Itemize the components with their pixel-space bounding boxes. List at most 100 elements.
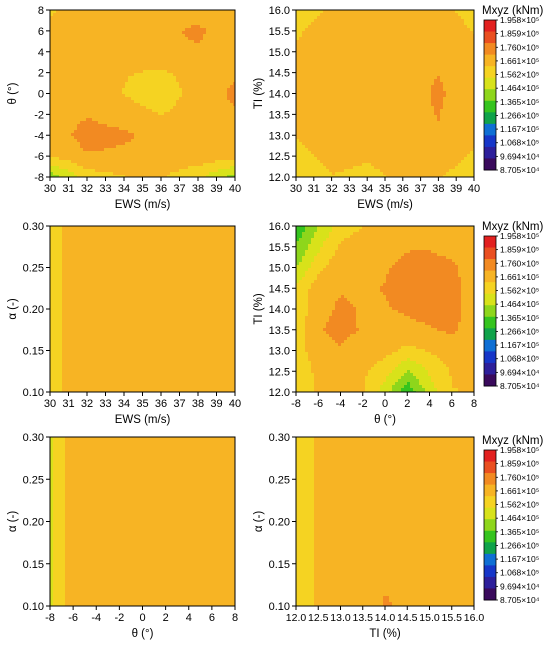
contour-cell: [95, 151, 98, 154]
contour-cell: [185, 154, 188, 157]
contour-cell: [344, 46, 347, 49]
contour-cell: [62, 88, 65, 91]
contour-cell: [212, 157, 215, 160]
contour-cell: [161, 64, 164, 67]
contour-cell: [155, 97, 158, 100]
contour-cell: [368, 121, 371, 124]
contour-cell: [350, 142, 353, 145]
contour-cell: [101, 94, 104, 97]
contour-cell: [299, 169, 302, 172]
contour-cell: [71, 25, 74, 28]
contour-cell: [62, 94, 65, 97]
contour-cell: [104, 151, 107, 154]
contour-cell: [218, 166, 221, 169]
contour-cell: [314, 85, 317, 88]
contour-cell: [368, 169, 371, 172]
contour-cell: [77, 28, 80, 31]
contour-cell: [140, 148, 143, 151]
contour-cell: [374, 28, 377, 31]
contour-cell: [314, 169, 317, 172]
contour-cell: [74, 76, 77, 79]
contour-cell: [158, 10, 161, 13]
contour-cell: [77, 97, 80, 100]
contour-cell: [227, 145, 230, 148]
contour-cell: [179, 169, 182, 172]
contour-cell: [344, 88, 347, 91]
x-tick-label: 33: [99, 183, 111, 195]
contour-cell: [107, 130, 110, 133]
contour-cell: [89, 97, 92, 100]
contour-cell: [338, 100, 341, 103]
contour-cell: [77, 52, 80, 55]
contour-cell: [362, 106, 365, 109]
contour-cell: [218, 112, 221, 115]
contour-cell: [185, 37, 188, 40]
contour-cell: [302, 151, 305, 154]
contour-cell: [371, 121, 374, 124]
contour-cell: [326, 88, 329, 91]
contour-cell: [344, 82, 347, 85]
contour-cell: [101, 157, 104, 160]
contour-cell: [314, 127, 317, 130]
contour-cell: [53, 127, 56, 130]
contour-cell: [71, 106, 74, 109]
contour-cell: [212, 154, 215, 157]
contour-cell: [173, 25, 176, 28]
contour-cell: [122, 31, 125, 34]
contour-cell: [350, 133, 353, 136]
contour-cell: [56, 46, 59, 49]
contour-cell: [305, 37, 308, 40]
contour-cell: [230, 10, 233, 13]
contour-cell: [80, 169, 83, 172]
contour-cell: [107, 52, 110, 55]
contour-cell: [65, 70, 68, 73]
contour-cell: [65, 139, 68, 142]
contour-cell: [299, 82, 302, 85]
contour-cell: [152, 163, 155, 166]
contour-cell: [230, 160, 233, 163]
contour-cell: [329, 145, 332, 148]
contour-cell: [89, 22, 92, 25]
contour-cell: [110, 16, 113, 19]
contour-cell: [323, 112, 326, 115]
contour-cell: [110, 160, 113, 163]
contour-cell: [344, 133, 347, 136]
contour-cell: [329, 76, 332, 79]
contour-cell: [110, 106, 113, 109]
contour-cell: [92, 10, 95, 13]
contour-cell: [332, 160, 335, 163]
contour-cell: [362, 109, 365, 112]
contour-cell: [65, 160, 68, 163]
contour-cell: [116, 67, 119, 70]
contour-cell: [341, 154, 344, 157]
contour-cell: [140, 133, 143, 136]
contour-cell: [89, 85, 92, 88]
contour-cell: [98, 58, 101, 61]
contour-cell: [182, 148, 185, 151]
contour-cell: [86, 19, 89, 22]
contour-cell: [134, 103, 137, 106]
contour-cell: [56, 31, 59, 34]
contour-cell: [140, 76, 143, 79]
contour-cell: [221, 19, 224, 22]
contour-cell: [317, 37, 320, 40]
contour-cell: [356, 133, 359, 136]
contour-cell: [296, 97, 299, 100]
contour-cell: [296, 49, 299, 52]
contour-cell: [350, 70, 353, 73]
contour-cell: [164, 97, 167, 100]
contour-cell: [164, 127, 167, 130]
contour-cell: [140, 169, 143, 172]
contour-cell: [209, 130, 212, 133]
contour-cell: [350, 55, 353, 58]
contour-cell: [170, 133, 173, 136]
contour-cell: [53, 82, 56, 85]
contour-cell: [137, 157, 140, 160]
contour-cell: [98, 109, 101, 112]
contour-cell: [188, 130, 191, 133]
contour-cell: [359, 106, 362, 109]
contour-cell: [119, 67, 122, 70]
contour-cell: [323, 172, 326, 175]
contour-cell: [230, 157, 233, 160]
contour-cell: [152, 130, 155, 133]
